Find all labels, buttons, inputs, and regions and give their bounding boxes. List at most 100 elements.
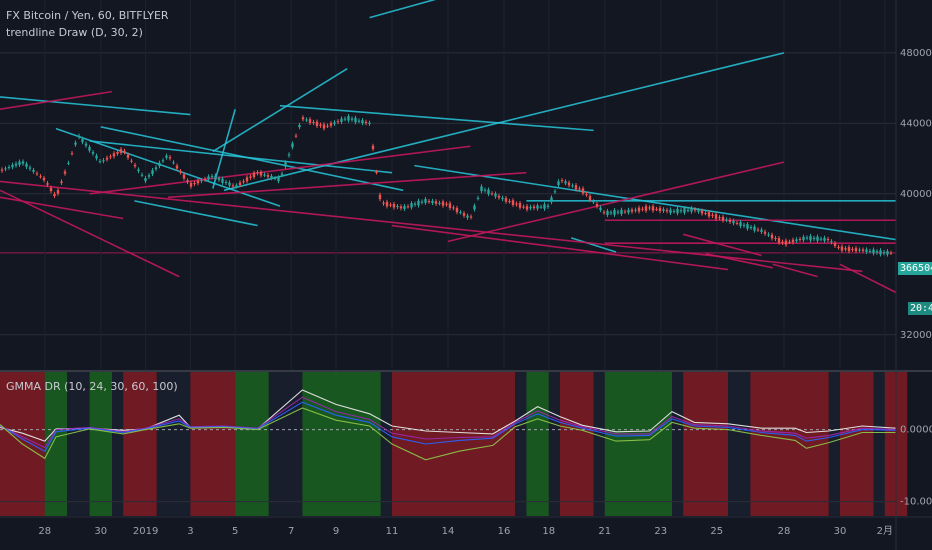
candle-body bbox=[777, 238, 781, 243]
candle-body bbox=[301, 117, 305, 120]
x-tick-3: 3 bbox=[187, 526, 193, 537]
candle-body bbox=[399, 206, 403, 209]
candle-body bbox=[718, 217, 721, 219]
candle-body bbox=[308, 119, 312, 123]
candle-body bbox=[879, 250, 882, 255]
candle-body bbox=[525, 206, 529, 210]
candle-body bbox=[357, 120, 361, 122]
candle-body bbox=[438, 202, 441, 204]
regime-band-12 bbox=[392, 372, 516, 516]
candle-body bbox=[833, 243, 837, 246]
candle-body bbox=[760, 229, 763, 232]
candle-body bbox=[865, 249, 868, 252]
regime-band-18 bbox=[604, 372, 672, 516]
candle-body bbox=[784, 240, 788, 245]
candle-body bbox=[739, 222, 742, 227]
candle-body bbox=[592, 201, 595, 203]
candle-body bbox=[613, 210, 616, 215]
candle-body bbox=[228, 182, 231, 186]
candle-body bbox=[837, 246, 840, 248]
cyan-trendline-5 bbox=[223, 52, 785, 192]
candle-body bbox=[830, 241, 833, 243]
candle-body bbox=[123, 150, 126, 153]
gmma-series bbox=[0, 389, 897, 461]
candle-body bbox=[616, 211, 620, 213]
candle-body bbox=[553, 191, 557, 193]
candle-body bbox=[21, 161, 25, 164]
candle-body bbox=[256, 172, 259, 174]
candle-body bbox=[4, 168, 7, 170]
candle-body bbox=[263, 174, 266, 176]
candle-body bbox=[112, 153, 116, 157]
regime-band-7 bbox=[190, 372, 236, 516]
candle-body bbox=[165, 155, 168, 158]
candle-body bbox=[242, 181, 245, 183]
sub-pane-grid bbox=[0, 429, 896, 503]
regime-band-21 bbox=[728, 372, 751, 516]
candle-body bbox=[434, 201, 438, 204]
candle-body bbox=[126, 154, 130, 158]
candle-body bbox=[109, 156, 112, 158]
candle-body bbox=[518, 203, 522, 208]
candle-body bbox=[854, 248, 858, 252]
candle-body bbox=[798, 238, 802, 240]
candle-body bbox=[809, 236, 812, 241]
candle-body bbox=[179, 171, 182, 173]
candle-body bbox=[95, 155, 98, 159]
regime-band-24 bbox=[828, 372, 840, 516]
candle-body bbox=[161, 160, 165, 162]
x-tick-14: 28 bbox=[778, 526, 791, 537]
symbol-title[interactable]: FX Bitcoin / Yen, 60, BITFLYER bbox=[6, 9, 169, 22]
candle-body bbox=[389, 204, 392, 206]
candle-body bbox=[658, 207, 662, 212]
gmma-title[interactable]: GMMA DR (10, 24, 30, 60, 100) bbox=[6, 380, 178, 393]
regime-band-17 bbox=[593, 372, 605, 516]
red-trendline-0 bbox=[0, 90, 113, 111]
candle-body bbox=[245, 177, 249, 182]
candle-body bbox=[462, 213, 466, 216]
candle-body bbox=[511, 200, 515, 205]
candle-body bbox=[60, 181, 63, 183]
candle-body bbox=[168, 157, 172, 159]
regime-band-10 bbox=[302, 372, 381, 516]
candle-body bbox=[721, 216, 725, 221]
x-tick-1: 30 bbox=[94, 526, 107, 537]
candle-body bbox=[102, 160, 105, 162]
sub-y-axis[interactable]: 0.0000 -10.0000 bbox=[900, 425, 932, 508]
candle-body bbox=[532, 206, 536, 209]
candle-body bbox=[210, 176, 214, 178]
regime-band-2 bbox=[67, 372, 90, 516]
candle-body bbox=[319, 124, 322, 126]
candle-body bbox=[403, 206, 406, 209]
candle-body bbox=[25, 163, 28, 167]
candle-body bbox=[851, 248, 854, 250]
cyan-trendline-6 bbox=[414, 164, 897, 241]
candle-body bbox=[343, 118, 347, 120]
indicator-title[interactable]: trendline Draw (D, 30, 2) bbox=[6, 26, 143, 39]
candle-body bbox=[235, 185, 238, 187]
candle-body bbox=[158, 162, 161, 167]
candle-body bbox=[459, 212, 462, 214]
candle-body bbox=[823, 237, 826, 241]
candle-body bbox=[249, 176, 252, 178]
candle-body bbox=[53, 193, 56, 197]
candle-body bbox=[522, 206, 525, 208]
candle-body bbox=[452, 207, 455, 209]
candle-body bbox=[700, 210, 704, 214]
candle-body bbox=[861, 249, 865, 251]
candle-body bbox=[39, 176, 42, 178]
candle-body bbox=[473, 205, 476, 210]
candle-body bbox=[417, 200, 420, 206]
candle-body bbox=[217, 178, 221, 180]
candle-body bbox=[347, 116, 350, 121]
candle-body bbox=[480, 186, 483, 192]
candle-body bbox=[81, 138, 84, 143]
candle-body bbox=[585, 194, 588, 196]
time-axis[interactable]: 28 30 2019 3 5 7 9 11 14 16 18 21 23 25 28 30 2月 bbox=[38, 525, 893, 537]
candle-body bbox=[84, 143, 88, 146]
candle-body bbox=[189, 182, 193, 187]
candle-body bbox=[326, 125, 329, 127]
regime-band-26 bbox=[873, 372, 885, 516]
candle-body bbox=[634, 209, 637, 211]
